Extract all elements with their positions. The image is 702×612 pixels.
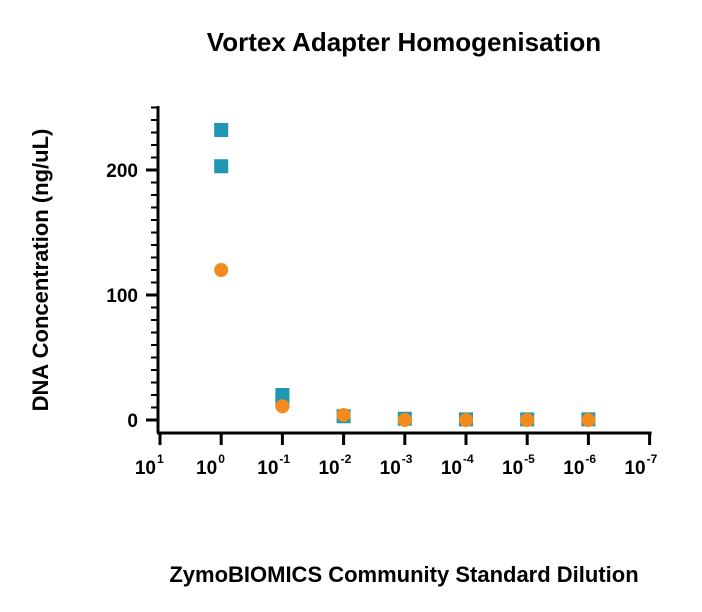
x-tick-base: 10 bbox=[563, 458, 584, 479]
x-tick-exponent: -4 bbox=[463, 452, 474, 466]
x-tick-exponent: 0 bbox=[218, 452, 225, 466]
x-tick-label: 10 -5 bbox=[502, 452, 535, 479]
x-tick-label: 10 -7 bbox=[624, 452, 657, 479]
y-tick-label: 200 bbox=[106, 161, 138, 182]
x-axis-label: ZymoBIOMICS Community Standard Dilution bbox=[169, 562, 638, 587]
circle-point bbox=[336, 408, 351, 422]
x-tick-label: 10 1 bbox=[135, 452, 164, 479]
circle-point bbox=[581, 413, 596, 427]
circle-point bbox=[214, 263, 229, 277]
x-tick-base: 10 bbox=[196, 458, 217, 479]
x-tick-exponent: -2 bbox=[341, 452, 352, 466]
x-tick-base: 10 bbox=[441, 458, 462, 479]
x-tick-label: 10 -2 bbox=[318, 452, 351, 479]
y-tick-label: 100 bbox=[106, 286, 138, 307]
x-tick-base: 10 bbox=[257, 458, 278, 479]
y-tick-label: 0 bbox=[127, 411, 138, 432]
x-tick-exponent: -6 bbox=[585, 452, 596, 466]
x-tick-exponent: -7 bbox=[647, 452, 658, 466]
x-tick-exponent: 1 bbox=[157, 452, 164, 466]
x-tick-base: 10 bbox=[380, 458, 401, 479]
x-tick-base: 10 bbox=[502, 458, 523, 479]
y-axis-label: DNA Concentration (ng/uL) bbox=[28, 129, 53, 412]
x-tick-exponent: -5 bbox=[524, 452, 535, 466]
x-tick-exponent: -1 bbox=[279, 452, 290, 466]
x-tick-label: 10 -1 bbox=[257, 452, 290, 479]
circle-point bbox=[459, 413, 473, 427]
x-tick-label: 10 0 bbox=[196, 452, 225, 479]
axes bbox=[156, 106, 652, 435]
x-tick-label: 10 -3 bbox=[380, 452, 413, 479]
x-tick-base: 10 bbox=[624, 458, 645, 479]
x-tick-label: 10 -4 bbox=[441, 452, 474, 479]
x-tick-base: 10 bbox=[135, 458, 156, 479]
x-tick-base: 10 bbox=[318, 458, 339, 479]
chart-title: Vortex Adapter Homogenisation bbox=[207, 27, 601, 57]
square-point bbox=[214, 123, 229, 137]
circle-point bbox=[397, 413, 412, 427]
x-tick-label: 10 -6 bbox=[563, 452, 596, 479]
data-points bbox=[214, 123, 596, 427]
circle-point bbox=[520, 413, 535, 427]
circle-point bbox=[275, 399, 290, 414]
square-point bbox=[214, 159, 229, 174]
x-tick-exponent: -3 bbox=[402, 452, 413, 466]
